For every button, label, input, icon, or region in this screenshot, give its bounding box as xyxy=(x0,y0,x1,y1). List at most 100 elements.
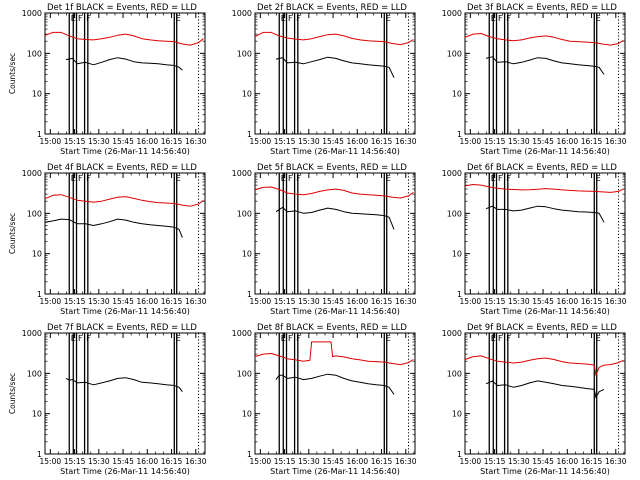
x-tick-label: 15:00 xyxy=(40,457,62,466)
time-marker-label: E xyxy=(176,334,181,343)
x-tick-label: 16:15 xyxy=(161,457,183,466)
y-tick-label: 1 xyxy=(37,450,42,459)
y-axis-label: Counts/sec xyxy=(8,373,17,414)
y-tick-label: 1000 xyxy=(232,329,252,338)
y-tick-label: 1000 xyxy=(442,169,462,178)
time-marker-label: F xyxy=(288,14,293,23)
lld-series-line xyxy=(254,31,414,46)
panel-title: Det 3f BLACK = Events, RED = LLD xyxy=(467,3,617,13)
x-tick-label: 15:00 xyxy=(460,137,482,146)
x-tick-label: 15:30 xyxy=(298,137,320,146)
y-tick-label: 100 xyxy=(237,49,252,58)
detector-panel: Det 3f BLACK = Events, RED = LLD 1 10 100 10… xyxy=(442,3,627,156)
x-axis: 15:00 15:15 15:30 15:45 16:00 16:15 16:30 xyxy=(250,333,417,466)
time-markers: EFFE xyxy=(68,173,200,294)
x-axis-label: Start Time (26-Mar-11 14:56:40) xyxy=(480,467,610,476)
time-markers: EFFE xyxy=(488,13,620,134)
time-marker-label: F xyxy=(498,174,503,183)
y-tick-label: 10 xyxy=(452,410,462,419)
y-axis: 1 10 100 1000 xyxy=(22,169,205,299)
x-tick-label: 16:30 xyxy=(395,297,417,306)
y-tick-label: 100 xyxy=(447,209,462,218)
y-tick-label: 1 xyxy=(457,290,462,299)
y-axis: 1 10 100 1000 xyxy=(442,329,625,459)
panel-grid: Det 1f BLACK = Events, RED = LLD 1 10 100 10… xyxy=(8,3,627,476)
x-tick-label: 15:30 xyxy=(298,457,320,466)
panel-title: Det 2f BLACK = Events, RED = LLD xyxy=(257,3,407,13)
x-tick-label: 15:15 xyxy=(274,457,296,466)
x-tick-label: 16:15 xyxy=(371,137,393,146)
time-markers: EFFE xyxy=(488,173,620,294)
events-series-line xyxy=(275,373,395,395)
x-tick-label: 16:00 xyxy=(346,457,368,466)
x-tick-label: 16:15 xyxy=(161,297,183,306)
x-tick-label: 15:45 xyxy=(112,297,134,306)
time-marker-label: E xyxy=(176,14,181,23)
x-tick-label: 16:30 xyxy=(605,457,627,466)
y-axis: 1 10 100 1000 xyxy=(442,9,625,139)
plot-frame xyxy=(254,172,416,295)
time-marker-label: F xyxy=(86,334,91,343)
y-tick-label: 10 xyxy=(32,250,42,259)
x-tick-label: 15:00 xyxy=(40,137,62,146)
x-tick-label: 16:30 xyxy=(395,137,417,146)
detector-panel: Det 9f BLACK = Events, RED = LLD 1 10 100 10… xyxy=(442,323,627,476)
lld-series-line xyxy=(254,341,414,366)
y-tick-label: 10 xyxy=(452,250,462,259)
lld-series-line xyxy=(464,355,624,376)
y-tick-label: 10 xyxy=(242,250,252,259)
panel-title: Det 7f BLACK = Events, RED = LLD xyxy=(47,323,197,333)
time-markers: EFFE xyxy=(278,13,410,134)
x-axis-label: Start Time (26-Mar-11 14:56:40) xyxy=(270,467,400,476)
x-tick-label: 15:00 xyxy=(460,457,482,466)
x-tick-label: 15:45 xyxy=(532,297,554,306)
plot-frame xyxy=(44,332,206,455)
x-tick-label: 16:15 xyxy=(161,137,183,146)
y-axis: 1 10 100 1000 xyxy=(442,169,625,299)
x-axis: 15:00 15:15 15:30 15:45 16:00 16:15 16:30 xyxy=(250,13,417,146)
time-marker-label: F xyxy=(506,334,511,343)
events-series-line xyxy=(65,57,183,71)
x-tick-label: 16:30 xyxy=(605,297,627,306)
y-tick-label: 100 xyxy=(27,369,42,378)
time-marker-label: F xyxy=(78,174,83,183)
time-marker-label: E xyxy=(596,174,601,183)
y-tick-label: 100 xyxy=(237,209,252,218)
y-axis: 1 10 100 1000 xyxy=(232,169,415,299)
x-axis: 15:00 15:15 15:30 15:45 16:00 16:15 16:30 xyxy=(460,333,627,466)
x-tick-label: 16:00 xyxy=(346,297,368,306)
plot-frame xyxy=(44,172,206,295)
x-tick-label: 16:15 xyxy=(371,457,393,466)
y-tick-label: 10 xyxy=(452,90,462,99)
x-axis-label: Start Time (26-Mar-11 14:56:40) xyxy=(60,467,190,476)
panel-title: Det 9f BLACK = Events, RED = LLD xyxy=(467,323,617,333)
x-tick-label: 15:15 xyxy=(64,137,86,146)
x-tick-label: 15:45 xyxy=(532,457,554,466)
detector-panel: Det 2f BLACK = Events, RED = LLD 1 10 100 10… xyxy=(232,3,417,156)
time-marker-label: F xyxy=(78,334,83,343)
y-tick-label: 10 xyxy=(242,410,252,419)
time-marker-label: E xyxy=(176,174,181,183)
x-tick-label: 16:00 xyxy=(346,137,368,146)
y-axis: 1 10 100 1000 xyxy=(22,9,205,139)
time-marker-label: E xyxy=(596,334,601,343)
events-series-line xyxy=(275,56,395,78)
time-markers: EFFE xyxy=(488,333,620,454)
plot-frame xyxy=(254,332,416,455)
y-tick-label: 1 xyxy=(247,130,252,139)
x-tick-label: 16:30 xyxy=(185,137,207,146)
x-tick-label: 16:30 xyxy=(395,457,417,466)
x-tick-label: 15:00 xyxy=(250,137,272,146)
x-tick-label: 15:15 xyxy=(64,297,86,306)
plot-frame xyxy=(464,12,626,135)
panel-title: Det 1f BLACK = Events, RED = LLD xyxy=(47,3,197,13)
time-marker-label: F xyxy=(296,14,301,23)
y-tick-label: 100 xyxy=(447,369,462,378)
x-tick-label: 15:15 xyxy=(274,297,296,306)
y-tick-label: 1 xyxy=(457,450,462,459)
x-axis: 15:00 15:15 15:30 15:45 16:00 16:15 16:30 xyxy=(250,173,417,306)
y-tick-label: 1000 xyxy=(22,329,42,338)
x-axis: 15:00 15:15 15:30 15:45 16:00 16:15 16:30 xyxy=(460,173,627,306)
time-marker-label: F xyxy=(78,14,83,23)
time-marker-label: F xyxy=(86,174,91,183)
